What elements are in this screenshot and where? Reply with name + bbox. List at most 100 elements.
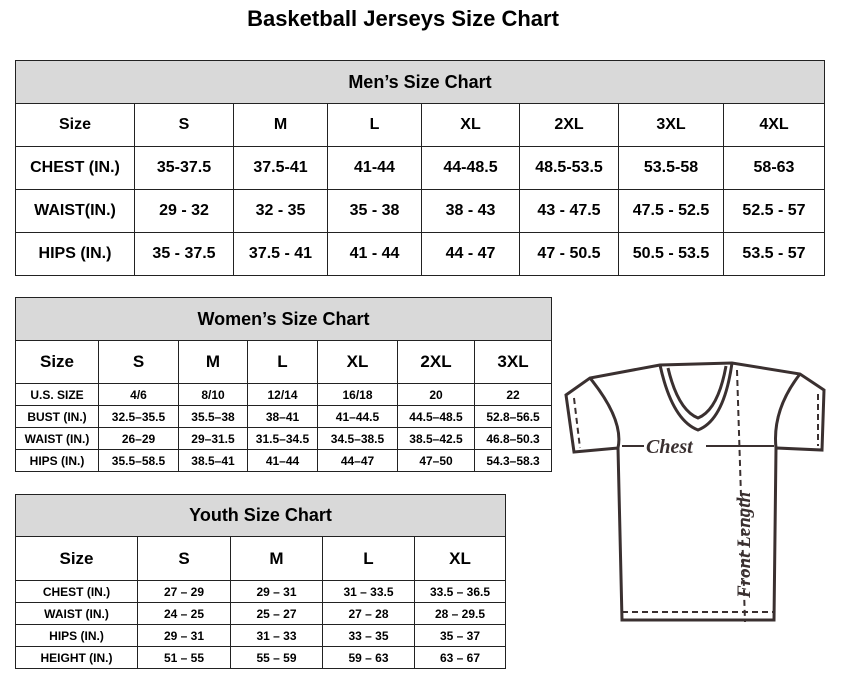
value-cell: 29 - 32 (134, 189, 234, 233)
value-cell: 53.5-58 (618, 146, 724, 190)
value-cell: 47.5 - 52.5 (618, 189, 724, 233)
value-cell: 28 – 29.5 (413, 602, 507, 625)
value-cell: 33 – 35 (322, 624, 415, 647)
value-cell: 8/10 (178, 383, 248, 406)
youth-size-table: Youth Size Chart Size S M L XL CHEST (IN.) 27 –… (14, 494, 507, 669)
size-header-cell: 4XL (723, 103, 825, 147)
value-cell: 27 – 28 (322, 602, 415, 625)
value-cell: 32.5–35.5 (98, 405, 179, 428)
size-header-cell: M (230, 536, 323, 581)
value-cell: 35-37.5 (134, 146, 234, 190)
size-header-cell: S (137, 536, 231, 581)
mens-size-table: Men’s Size Chart Size S M L XL 2XL 3XL 4XL CHEST … (15, 60, 825, 276)
value-cell: 51 – 55 (137, 646, 231, 669)
value-cell: 63 – 67 (413, 646, 507, 669)
value-cell: 35 - 37.5 (134, 232, 234, 276)
value-cell: 41–44.5 (317, 405, 398, 428)
table-heading: Youth Size Chart (14, 494, 507, 537)
size-header-cell: S (134, 103, 234, 147)
value-cell: 55 – 59 (230, 646, 323, 669)
row-label: HIPS (IN.) (15, 624, 138, 647)
size-header-cell: XL (317, 340, 398, 384)
value-cell: 35.5–38 (178, 405, 248, 428)
value-cell: 29 – 31 (230, 580, 323, 603)
size-header-cell: L (322, 536, 415, 581)
size-header-cell: L (327, 103, 422, 147)
value-cell: 41-44 (327, 146, 422, 190)
value-cell: 52.8–56.5 (473, 405, 553, 428)
value-cell: 38 - 43 (421, 189, 520, 233)
table-row: BUST (IN.) 32.5–35.5 35.5–38 38–41 41–44.5 44… (15, 405, 553, 428)
value-cell: 20 (397, 383, 475, 406)
row-label: WAIST (IN.) (15, 602, 138, 625)
value-cell: 48.5-53.5 (519, 146, 619, 190)
value-cell: 29 – 31 (137, 624, 231, 647)
size-header-cell: 2XL (397, 340, 475, 384)
size-header-cell: 3XL (618, 103, 724, 147)
table-row: WAIST(IN.) 29 - 32 32 - 35 35 - 38 38 - 43 43… (15, 189, 825, 233)
value-cell: 22 (473, 383, 553, 406)
value-cell: 53.5 - 57 (723, 232, 825, 276)
value-cell: 4/6 (98, 383, 179, 406)
table-row: CHEST (IN.) 27 – 29 29 – 31 31 – 33.5 33.5 –… (15, 580, 507, 603)
table-row: CHEST (IN.) 35-37.5 37.5-41 41-44 44-48.5 48.… (15, 146, 825, 190)
value-cell: 43 - 47.5 (519, 189, 619, 233)
value-cell: 44-48.5 (421, 146, 520, 190)
value-cell: 37.5 - 41 (233, 232, 328, 276)
value-cell: 16/18 (317, 383, 398, 406)
value-cell: 44 - 47 (421, 232, 520, 276)
value-cell: 35.5–58.5 (98, 449, 179, 472)
page-title: Basketball Jerseys Size Chart (247, 6, 559, 31)
size-header-cell: XL (421, 103, 520, 147)
size-header-cell: L (247, 340, 318, 384)
size-header-cell: XL (413, 536, 507, 581)
value-cell: 33.5 – 36.5 (413, 580, 507, 603)
value-cell: 46.8–50.3 (473, 427, 553, 450)
size-header-cell: M (178, 340, 248, 384)
value-cell: 41 - 44 (327, 232, 422, 276)
row-label: CHEST (IN.) (15, 580, 138, 603)
value-cell: 35 - 38 (327, 189, 422, 233)
table-heading: Men’s Size Chart (15, 60, 825, 104)
value-cell: 35 – 37 (413, 624, 507, 647)
value-cell: 38.5–42.5 (397, 427, 475, 450)
table-row: WAIST (IN.) 26–29 29–31.5 31.5–34.5 34.5–38.… (15, 427, 553, 450)
value-cell: 50.5 - 53.5 (618, 232, 724, 276)
value-cell: 24 – 25 (137, 602, 231, 625)
value-cell: 31 – 33.5 (322, 580, 415, 603)
value-cell: 52.5 - 57 (723, 189, 825, 233)
size-header-cell: 2XL (519, 103, 619, 147)
value-cell: 58-63 (723, 146, 825, 190)
row-label: WAIST (IN.) (15, 427, 99, 450)
row-label: WAIST(IN.) (15, 189, 135, 233)
value-cell: 31 – 33 (230, 624, 323, 647)
table-row: HIPS (IN.) 35.5–58.5 38.5–41 41–44 44–47 47–5… (15, 449, 553, 472)
size-header-cell: M (233, 103, 328, 147)
row-label: HIPS (IN.) (15, 449, 99, 472)
value-cell: 26–29 (98, 427, 179, 450)
value-cell: 47 - 50.5 (519, 232, 619, 276)
value-cell: 34.5–38.5 (317, 427, 398, 450)
value-cell: 54.3–58.3 (473, 449, 553, 472)
row-label: HEIGHT (IN.) (15, 646, 138, 669)
value-cell: 38–41 (247, 405, 318, 428)
value-cell: 47–50 (397, 449, 475, 472)
jersey-shirt-icon: Chest Front Length (564, 361, 826, 623)
table-row: WAIST (IN.) 24 – 25 25 – 27 27 – 28 28 – 29.… (15, 602, 507, 625)
value-cell: 12/14 (247, 383, 318, 406)
value-cell: 41–44 (247, 449, 318, 472)
size-header-cell: 3XL (473, 340, 553, 384)
womens-size-table: Women’s Size Chart Size S M L XL 2XL 3XL U.S. SI… (14, 297, 553, 472)
value-cell: 44–47 (317, 449, 398, 472)
value-cell: 31.5–34.5 (247, 427, 318, 450)
value-cell: 25 – 27 (230, 602, 323, 625)
chest-label: Chest (646, 436, 694, 458)
row-label: U.S. SIZE (15, 383, 99, 406)
size-header-cell: Size (15, 103, 135, 147)
value-cell: 37.5-41 (233, 146, 328, 190)
table-heading: Women’s Size Chart (14, 297, 553, 341)
value-cell: 59 – 63 (322, 646, 415, 669)
table-row: HIPS (IN.) 29 – 31 31 – 33 33 – 35 35 – 37 (15, 624, 507, 647)
table-row: U.S. SIZE 4/6 8/10 12/14 16/18 20 22 (15, 383, 553, 406)
size-header-cell: Size (15, 536, 138, 581)
